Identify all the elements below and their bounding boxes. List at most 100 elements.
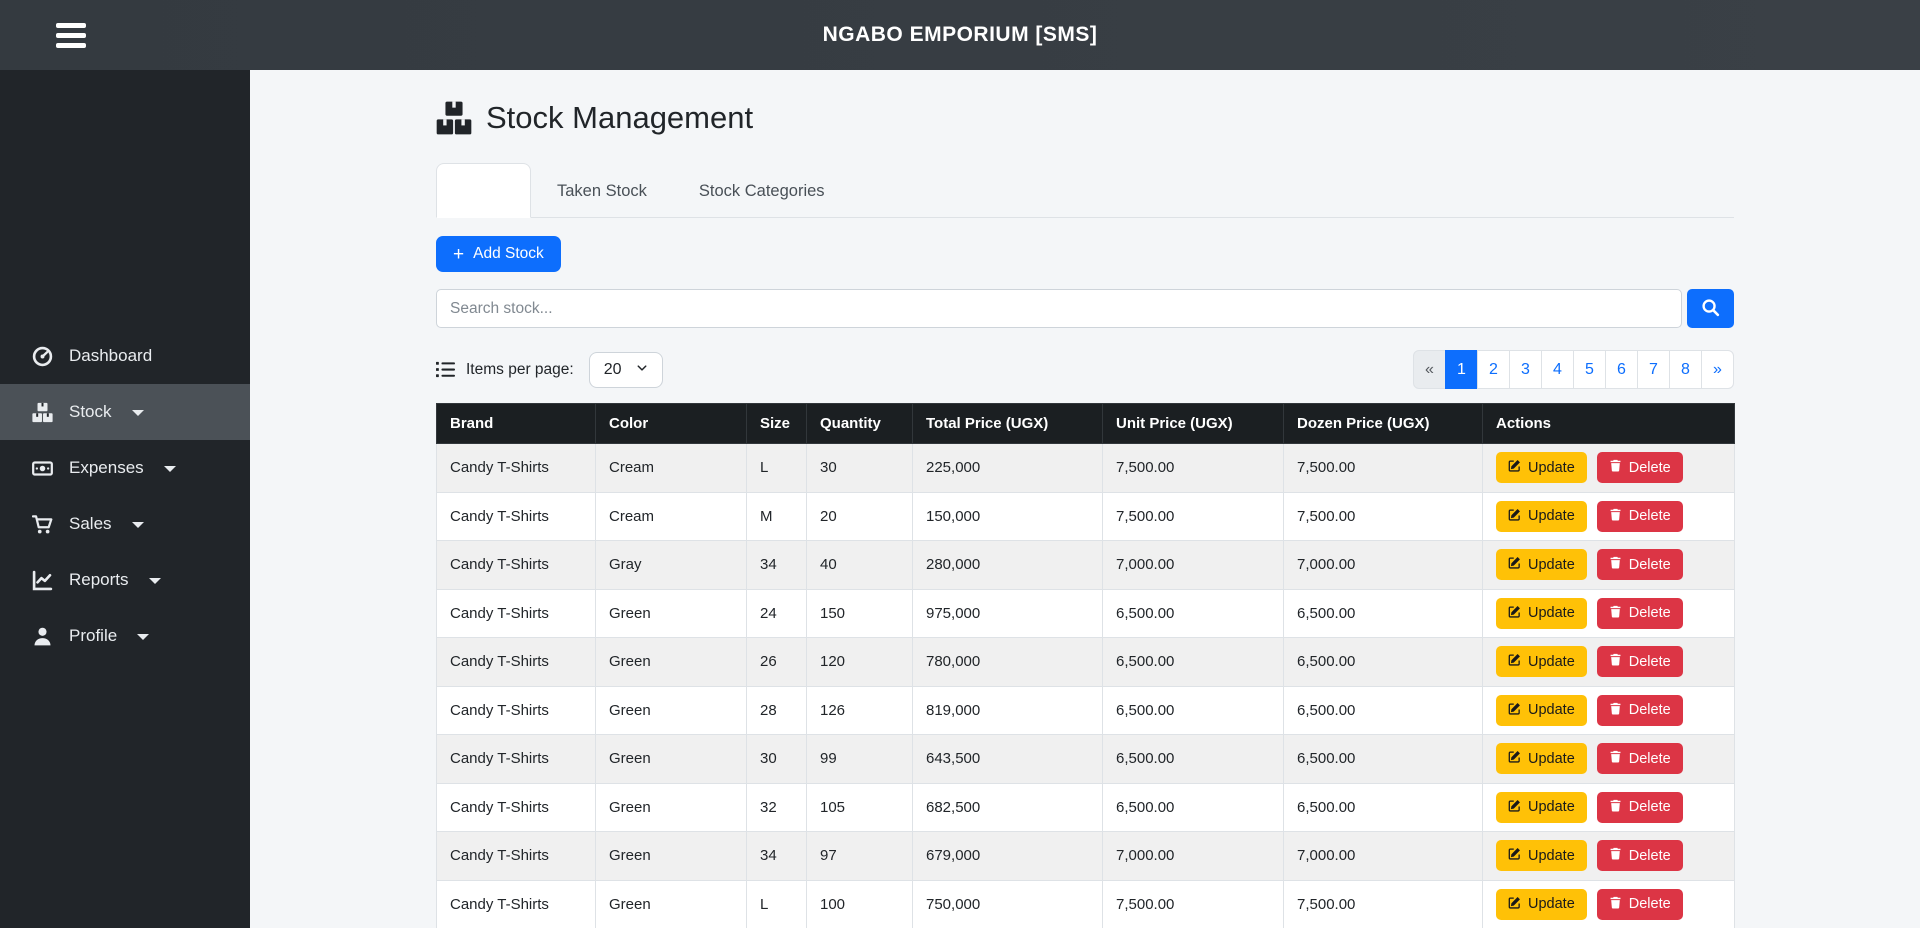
table-cell: 679,000 bbox=[913, 832, 1103, 881]
table-cell: 30 bbox=[807, 444, 913, 493]
table-cell: Candy T-Shirts bbox=[437, 492, 596, 541]
update-button[interactable]: Update bbox=[1496, 889, 1587, 920]
delete-button[interactable]: Delete bbox=[1597, 743, 1683, 774]
hamburger-icon bbox=[56, 23, 86, 28]
table-cell: Gray bbox=[596, 541, 747, 590]
page-button-next[interactable]: » bbox=[1701, 350, 1734, 389]
trash-icon bbox=[1609, 702, 1622, 719]
page-button-prev: « bbox=[1413, 350, 1446, 389]
sidebar-nav: DashboardStockExpensesSales Reports Profil… bbox=[0, 70, 250, 664]
delete-button[interactable]: Delete bbox=[1597, 598, 1683, 629]
delete-button[interactable]: Delete bbox=[1597, 792, 1683, 823]
table-cell: 26 bbox=[747, 638, 807, 687]
table-cell: 7,500.00 bbox=[1103, 880, 1284, 928]
table-row: Candy T-ShirtsGreen28126819,0006,500.006… bbox=[437, 686, 1735, 735]
update-button[interactable]: Update bbox=[1496, 501, 1587, 532]
page-button-7[interactable]: 7 bbox=[1637, 350, 1670, 389]
pen-square-icon bbox=[1508, 896, 1521, 913]
table-row: Candy T-ShirtsGray3440280,0007,000.007,0… bbox=[437, 541, 1735, 590]
page-button-6[interactable]: 6 bbox=[1605, 350, 1638, 389]
page-button-4[interactable]: 4 bbox=[1541, 350, 1574, 389]
table-cell: Candy T-Shirts bbox=[437, 832, 596, 881]
search-icon bbox=[1701, 298, 1720, 320]
search-input[interactable] bbox=[436, 289, 1682, 328]
update-button[interactable]: Update bbox=[1496, 840, 1587, 871]
sidebar-item-label: Profile bbox=[69, 626, 117, 646]
update-button[interactable]: Update bbox=[1496, 598, 1587, 629]
sidebar-item-profile[interactable]: Profile bbox=[0, 608, 250, 664]
trash-icon bbox=[1609, 605, 1622, 622]
page-button-8[interactable]: 8 bbox=[1669, 350, 1702, 389]
page-button-1[interactable]: 1 bbox=[1445, 350, 1478, 389]
caret-down-icon bbox=[132, 410, 144, 416]
table-cell: Cream bbox=[596, 492, 747, 541]
trash-icon bbox=[1609, 459, 1622, 476]
caret-down-icon bbox=[149, 578, 161, 584]
update-button[interactable]: Update bbox=[1496, 743, 1587, 774]
table-cell: Candy T-Shirts bbox=[437, 880, 596, 928]
table-row: Candy T-ShirtsCreamM20150,0007,500.007,5… bbox=[437, 492, 1735, 541]
table-cell: 6,500.00 bbox=[1103, 783, 1284, 832]
table-cell: 6,500.00 bbox=[1284, 638, 1483, 687]
table-cell: 7,500.00 bbox=[1284, 444, 1483, 493]
sidebar-item-expenses[interactable]: Expenses bbox=[0, 440, 250, 496]
gauge-icon bbox=[32, 346, 53, 367]
add-stock-button[interactable]: + Add Stock bbox=[436, 236, 561, 272]
sidebar-item-stock[interactable]: Stock bbox=[0, 384, 250, 440]
sidebar-item-sales[interactable]: Sales bbox=[0, 496, 250, 552]
table-cell: 20 bbox=[807, 492, 913, 541]
delete-button[interactable]: Delete bbox=[1597, 646, 1683, 677]
table-cell: 280,000 bbox=[913, 541, 1103, 590]
update-button[interactable]: Update bbox=[1496, 792, 1587, 823]
update-button[interactable]: Update bbox=[1496, 549, 1587, 580]
update-button[interactable]: Update bbox=[1496, 695, 1587, 726]
table-cell: 975,000 bbox=[913, 589, 1103, 638]
table-cell: 7,000.00 bbox=[1284, 832, 1483, 881]
pen-square-icon bbox=[1508, 653, 1521, 670]
delete-button[interactable]: Delete bbox=[1597, 889, 1683, 920]
table-cell: Green bbox=[596, 589, 747, 638]
page-title: Stock Management bbox=[436, 100, 1734, 136]
update-button[interactable]: Update bbox=[1496, 646, 1587, 677]
table-cell: 120 bbox=[807, 638, 913, 687]
table-cell: Candy T-Shirts bbox=[437, 541, 596, 590]
trash-icon bbox=[1609, 508, 1622, 525]
chevron-down-icon bbox=[636, 361, 648, 379]
tab-bar: Taken StockStock Categories bbox=[436, 163, 1734, 218]
page-button-2[interactable]: 2 bbox=[1477, 350, 1510, 389]
delete-button[interactable]: Delete bbox=[1597, 452, 1683, 483]
table-cell: 225,000 bbox=[913, 444, 1103, 493]
page-button-3[interactable]: 3 bbox=[1509, 350, 1542, 389]
table-cell: 99 bbox=[807, 735, 913, 784]
search-bar bbox=[436, 289, 1734, 328]
page-button-5[interactable]: 5 bbox=[1573, 350, 1606, 389]
table-cell: 6,500.00 bbox=[1103, 735, 1284, 784]
column-header-unit-price-ugx: Unit Price (UGX) bbox=[1103, 404, 1284, 444]
trash-icon bbox=[1609, 799, 1622, 816]
menu-toggle-button[interactable] bbox=[56, 23, 86, 48]
table-cell: 682,500 bbox=[913, 783, 1103, 832]
search-button[interactable] bbox=[1687, 289, 1734, 328]
delete-button[interactable]: Delete bbox=[1597, 549, 1683, 580]
actions-cell: Update Delete bbox=[1483, 832, 1735, 881]
delete-button[interactable]: Delete bbox=[1597, 840, 1683, 871]
delete-button[interactable]: Delete bbox=[1597, 695, 1683, 726]
table-cell: 7,000.00 bbox=[1103, 832, 1284, 881]
tab-stock-categories[interactable]: Stock Categories bbox=[673, 165, 851, 218]
tab-taken-stock[interactable]: Taken Stock bbox=[531, 165, 673, 218]
column-header-quantity: Quantity bbox=[807, 404, 913, 444]
items-per-page-select[interactable]: 20 bbox=[589, 352, 663, 388]
user-icon bbox=[32, 626, 53, 647]
table-cell: Green bbox=[596, 832, 747, 881]
sidebar-item-label: Reports bbox=[69, 570, 129, 590]
caret-down-icon bbox=[164, 466, 176, 472]
page-title-text: Stock Management bbox=[486, 100, 753, 136]
sidebar-item-reports[interactable]: Reports bbox=[0, 552, 250, 608]
pagination: «12345678» bbox=[1413, 350, 1734, 389]
trash-icon bbox=[1609, 750, 1622, 767]
update-button[interactable]: Update bbox=[1496, 452, 1587, 483]
delete-button[interactable]: Delete bbox=[1597, 501, 1683, 532]
sidebar-item-dashboard[interactable]: Dashboard bbox=[0, 328, 250, 384]
table-cell: 6,500.00 bbox=[1284, 589, 1483, 638]
tab-blank[interactable] bbox=[436, 163, 531, 218]
